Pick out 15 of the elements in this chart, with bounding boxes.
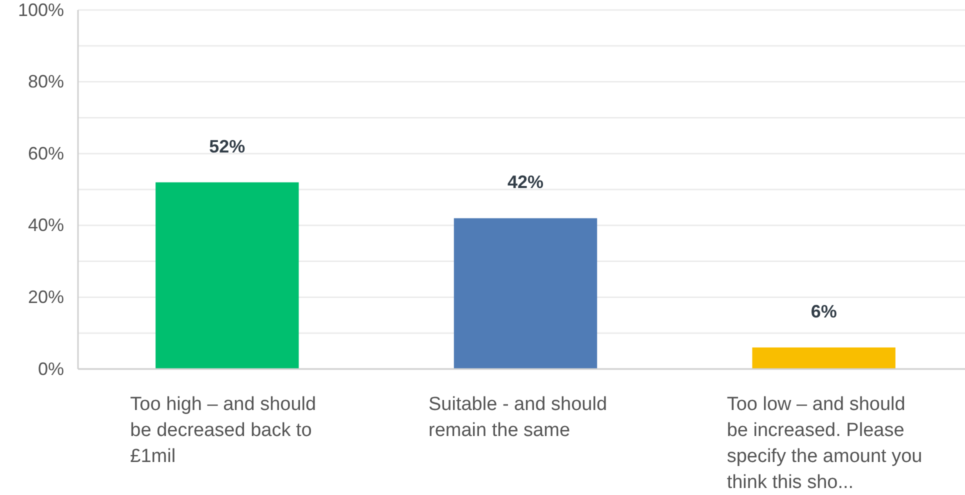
y-tick-label: 0% (38, 358, 64, 379)
bar (454, 218, 598, 369)
y-tick-label: 60% (28, 143, 64, 164)
x-tick-label: Too high – and should be decreased back to £1mil (130, 394, 316, 467)
y-tick-label: 40% (28, 215, 64, 236)
x-tick-label: Too low – and should be increased. Please specify the amount you think this sho... (726, 394, 922, 493)
data-label: 52% (209, 136, 246, 156)
data-label: 6% (810, 301, 837, 322)
bar (156, 182, 299, 369)
y-tick-label: 80% (28, 72, 64, 92)
y-tick-label: 100% (18, 0, 64, 20)
y-tick-label: 20% (28, 286, 64, 307)
data-label: 42% (507, 172, 544, 192)
x-tick-label: Suitable - and should remain the same (428, 394, 608, 441)
bar (752, 347, 896, 369)
